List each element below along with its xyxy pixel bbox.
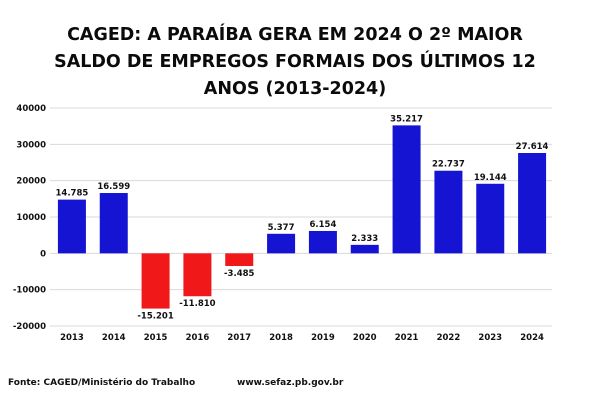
x-tick-label: 2023 — [478, 333, 502, 343]
y-tick-label: 0 — [40, 249, 46, 259]
chart-title: CAGED: A PARAÍBA GERA EM 2024 O 2º MAIOR… — [30, 22, 560, 103]
x-tick-label: 2017 — [227, 333, 251, 343]
data-label: 19.144 — [474, 173, 507, 183]
x-tick-label: 2020 — [353, 333, 377, 343]
bar — [350, 244, 379, 254]
x-tick-label: 2021 — [395, 333, 419, 343]
data-label: 22.737 — [432, 160, 465, 170]
x-tick-label: 2018 — [269, 333, 293, 343]
bar — [308, 230, 337, 254]
x-tick-label: 2014 — [102, 333, 126, 343]
y-tick-label: -20000 — [13, 322, 46, 332]
chart-title-line-3: ANOS (2013-2024) — [203, 79, 387, 99]
data-label: 2.333 — [351, 234, 378, 244]
x-tick-label: 2022 — [437, 333, 461, 343]
bar — [225, 253, 254, 266]
y-tick-label: 30000 — [16, 140, 46, 150]
bar — [99, 193, 128, 254]
bar — [476, 183, 505, 254]
bar — [183, 253, 212, 297]
x-tick-label: 2016 — [186, 333, 210, 343]
x-tick-label: 2024 — [520, 333, 544, 343]
data-label: -15.201 — [137, 312, 173, 322]
website-note: www.sefaz.pb.gov.br — [237, 378, 344, 388]
bar — [392, 125, 421, 254]
data-label: 5.377 — [268, 223, 295, 233]
x-tick-label: 2019 — [311, 333, 335, 343]
chart-title-line-2: SALDO DE EMPREGOS FORMAIS DOS ÚLTIMOS 12 — [54, 52, 536, 72]
bar — [141, 253, 170, 309]
y-tick-label: -10000 — [13, 286, 46, 296]
bar — [267, 233, 296, 254]
bar — [434, 170, 463, 254]
data-label: 16.599 — [97, 182, 130, 192]
chart-title-line-1: CAGED: A PARAÍBA GERA EM 2024 O 2º MAIOR — [67, 25, 523, 45]
data-label: -11.810 — [179, 299, 215, 309]
bar — [518, 153, 547, 254]
data-label: 14.785 — [56, 189, 89, 199]
y-tick-label: 20000 — [16, 177, 46, 187]
data-label: -3.485 — [224, 269, 254, 279]
data-label: 27.614 — [516, 142, 549, 152]
x-tick-label: 2015 — [144, 333, 168, 343]
bar — [57, 199, 86, 254]
data-label: 6.154 — [309, 220, 336, 230]
source-note: Fonte: CAGED/Ministério do Trabalho — [8, 378, 196, 388]
data-label: 35.217 — [390, 114, 423, 124]
y-tick-label: 40000 — [16, 104, 46, 114]
y-tick-label: 10000 — [16, 213, 46, 223]
x-tick-label: 2013 — [60, 333, 84, 343]
